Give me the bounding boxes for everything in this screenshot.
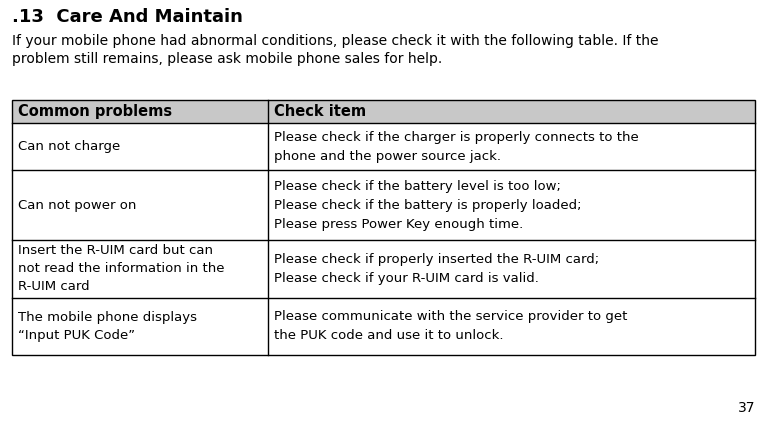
Bar (12, 298, 755, 355)
Text: Please communicate with the service provider to get
the PUK code and use it to u: Please communicate with the service prov… (275, 310, 627, 342)
Text: Please check if the battery level is too low;
Please check if the battery is pro: Please check if the battery level is too… (275, 180, 582, 231)
Text: The mobile phone displays
“Input PUK Code”: The mobile phone displays “Input PUK Cod… (18, 311, 197, 342)
Bar (12, 240, 755, 298)
Bar (12, 123, 755, 170)
Bar (12, 170, 755, 240)
Text: Please check if properly inserted the R-UIM card;
Please check if your R-UIM car: Please check if properly inserted the R-… (275, 253, 600, 285)
Text: Can not charge: Can not charge (18, 140, 120, 153)
Text: 37: 37 (738, 401, 755, 415)
Bar (12, 100, 755, 123)
Text: Please check if the charger is properly connects to the
phone and the power sour: Please check if the charger is properly … (275, 130, 639, 162)
Text: .13  Care And Maintain: .13 Care And Maintain (12, 8, 243, 26)
Text: Common problems: Common problems (18, 104, 172, 119)
Text: Check item: Check item (275, 104, 367, 119)
Text: If your mobile phone had abnormal conditions, please check it with the following: If your mobile phone had abnormal condit… (12, 34, 659, 66)
Text: Can not power on: Can not power on (18, 199, 137, 212)
Bar (12, 100, 755, 355)
Text: Insert the R-UIM card but can
not read the information in the
R-UIM card: Insert the R-UIM card but can not read t… (18, 244, 225, 293)
